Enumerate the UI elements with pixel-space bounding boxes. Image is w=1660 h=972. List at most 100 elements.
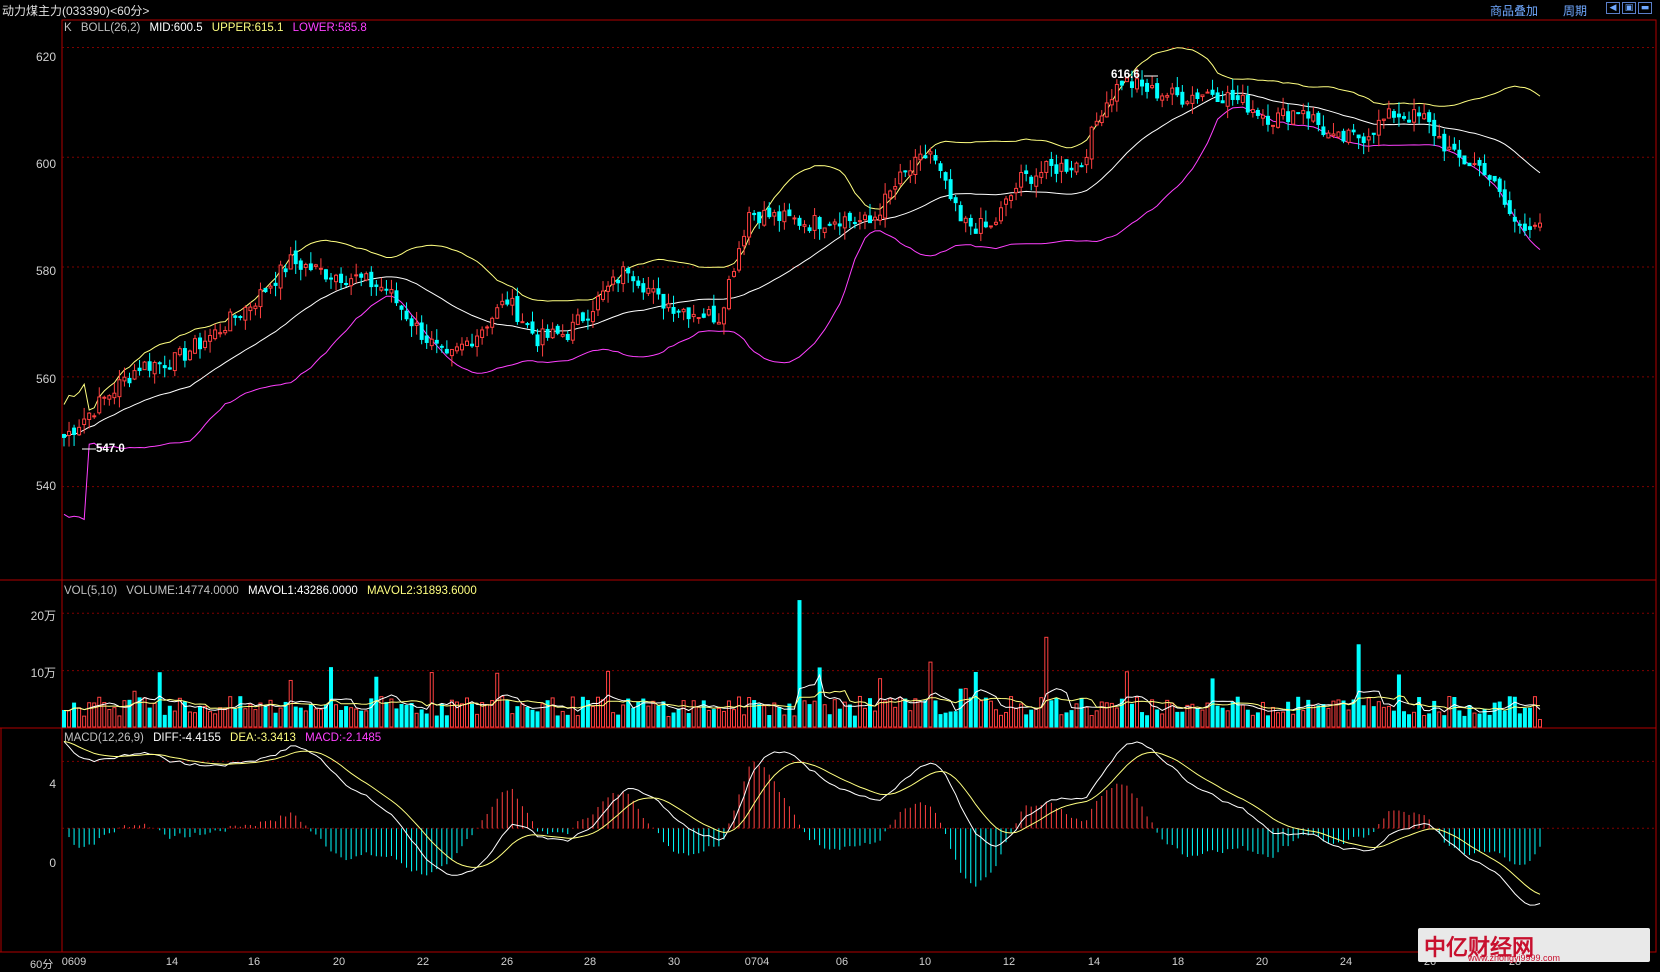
candle-body [303, 263, 308, 268]
volume-bar [1381, 706, 1386, 728]
volume-bar [213, 713, 218, 728]
volume-bar [470, 703, 475, 728]
volume-bar [530, 709, 535, 728]
candle-body [802, 224, 807, 227]
candle-body [313, 264, 318, 267]
candle-body [782, 210, 787, 223]
low-price-marker: 547.0 [96, 443, 125, 455]
volume-bar [233, 708, 238, 728]
restore-icon[interactable]: ▣ [1622, 2, 1636, 14]
minimize-icon[interactable]: ▬ [1638, 2, 1652, 14]
volume-bar [1432, 700, 1437, 728]
candle-body [369, 271, 374, 288]
volume-bar [1129, 703, 1134, 728]
candle-body [1371, 132, 1376, 135]
volume-bar [359, 710, 364, 728]
volume-bar [812, 700, 817, 728]
volume-bar [364, 710, 369, 728]
candle-body [797, 217, 802, 226]
volume-bar [1119, 698, 1124, 728]
candle-body [1502, 189, 1507, 205]
candle-body [1301, 110, 1306, 115]
volume-bar [1145, 715, 1150, 728]
candle-body [263, 287, 268, 293]
candle-body [288, 254, 293, 270]
x-tick-label: 20 [332, 956, 346, 968]
volume-bar [762, 705, 767, 728]
price-tick-580: 580 [35, 264, 56, 278]
volume-bar [1522, 707, 1527, 728]
volume-bar [1447, 696, 1452, 728]
volume-bar [1079, 697, 1084, 728]
candle-body [1517, 223, 1522, 226]
volume-bar [162, 714, 167, 728]
chart-title: 动力煤主力(033390)<60分> [2, 2, 149, 19]
volume-bar [152, 702, 157, 728]
candle-body [822, 227, 827, 233]
volume-bar [1165, 699, 1170, 728]
candle-body [268, 285, 273, 289]
chart-frame [0, 19, 1657, 953]
candle-body [1326, 132, 1331, 139]
candle-body [626, 267, 631, 274]
candle-body [1109, 99, 1114, 106]
candle-body [500, 300, 505, 306]
volume-bar [278, 707, 283, 728]
period-indicator[interactable]: <60分> [110, 4, 150, 18]
volume-bar [903, 698, 908, 728]
overlay-button[interactable]: 商品叠加 [1490, 4, 1539, 18]
candle-body [374, 284, 379, 287]
candle-body [520, 321, 525, 324]
candle-body [112, 392, 117, 399]
volume-bar [1296, 696, 1301, 728]
diff-value: DIFF:-4.4155 [153, 732, 221, 744]
candle-body [1029, 176, 1034, 184]
watermark-url: www.zhongyi9999.com [1468, 953, 1561, 963]
volume-bar [883, 700, 888, 728]
candle-body [243, 306, 248, 321]
volume-bar [968, 697, 973, 728]
candle-body [590, 311, 595, 323]
volume-bar [293, 706, 298, 728]
candle-body [817, 217, 822, 230]
volume-bar [434, 715, 439, 728]
arrow-left-icon[interactable]: ◀ [1606, 2, 1620, 14]
volume-bar [1134, 696, 1139, 728]
candle-body [953, 197, 958, 204]
candle-body [832, 221, 837, 225]
candle-body [278, 264, 283, 289]
x-tick-label: 0704 [744, 956, 770, 968]
volume-bar [414, 712, 419, 728]
candle-body [1019, 171, 1024, 188]
candle-body [1155, 83, 1160, 99]
volume-bar [97, 696, 102, 728]
volume-bar [772, 702, 777, 728]
candle-body [1492, 175, 1497, 182]
candle-body [530, 321, 535, 334]
instrument-name: 动力煤主力 [2, 4, 63, 18]
volume-bar [1004, 712, 1009, 728]
volume-bar [308, 704, 313, 728]
candle-body [107, 395, 112, 400]
candle-body [1467, 162, 1472, 167]
candle-body [1104, 102, 1109, 118]
price-tick-620: 620 [35, 50, 56, 64]
volume-bar [92, 702, 97, 728]
volume-bar [1301, 710, 1306, 728]
x-tick-label: 12 [1002, 956, 1016, 968]
volume-bar [857, 695, 862, 728]
volume-bar [394, 708, 399, 728]
candle-body [67, 430, 72, 436]
volume-bar [1437, 711, 1442, 728]
candle-body [208, 334, 213, 342]
volume-bar [1014, 707, 1019, 728]
candle-body [1250, 109, 1255, 113]
volume-bar [268, 699, 273, 728]
volume-bar [62, 709, 66, 728]
volume-bar [1417, 697, 1422, 728]
period-button[interactable]: 周期 [1563, 4, 1588, 18]
candle-body [359, 273, 364, 278]
candle-body [963, 217, 968, 224]
candle-body [465, 340, 470, 347]
